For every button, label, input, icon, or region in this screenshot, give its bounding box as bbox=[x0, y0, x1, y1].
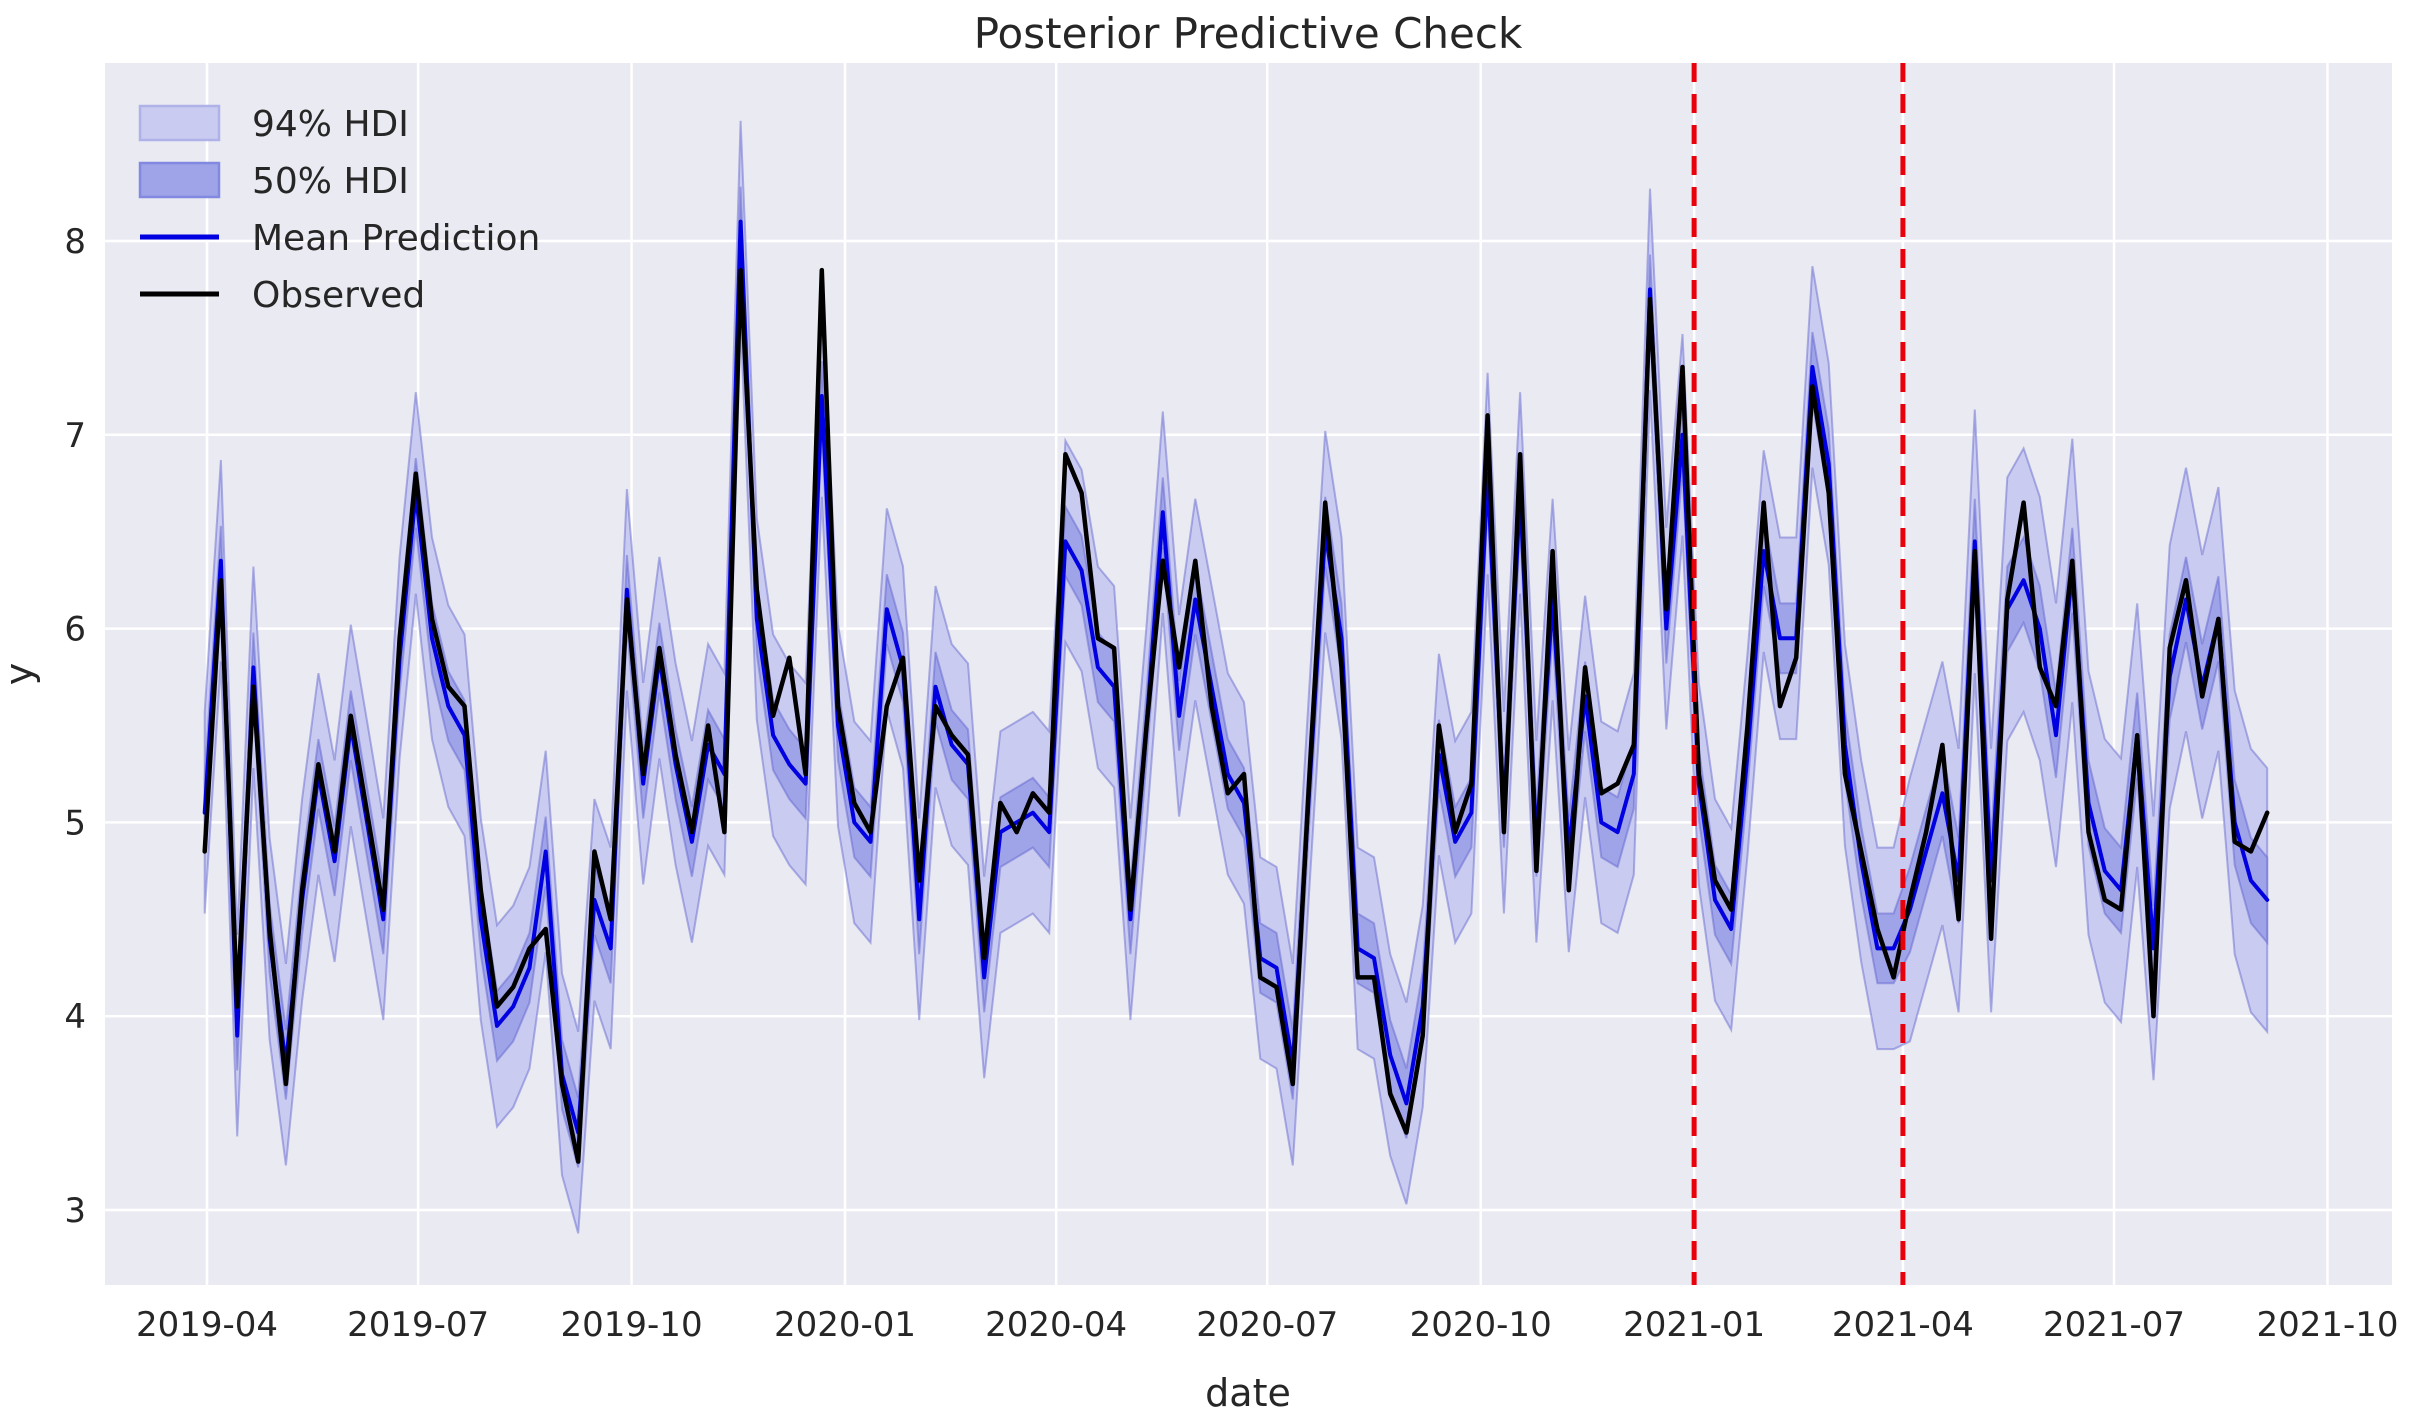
x-tick-label: 2020-07 bbox=[1196, 1305, 1338, 1345]
legend-label-mean-prediction: Mean Prediction bbox=[252, 218, 540, 259]
legend-swatch-94-hdi bbox=[138, 104, 221, 142]
x-tick-label: 2021-07 bbox=[2043, 1305, 2185, 1345]
x-tick-label: 2020-04 bbox=[985, 1305, 1127, 1345]
y-tick-label: 6 bbox=[64, 610, 86, 650]
y-tick-label: 4 bbox=[64, 997, 86, 1037]
x-tick-labels: 2019-04 2019-07 2019-10 2020-01 2020-04 2020-… bbox=[136, 1305, 2399, 1345]
y-tick-label: 3 bbox=[64, 1191, 86, 1231]
legend: 94% HDI 50% HDI Mean Prediction Observed bbox=[138, 104, 540, 316]
x-tick-label: 2020-01 bbox=[774, 1305, 916, 1345]
y-tick-labels: 3 4 5 6 7 8 bbox=[64, 222, 86, 1231]
x-axis-label: date bbox=[1205, 1371, 1291, 1415]
mean-prediction-line bbox=[202, 219, 2270, 1135]
chart-title: Posterior Predictive Check bbox=[974, 9, 1523, 58]
legend-item-94-hdi: 94% HDI bbox=[138, 104, 409, 145]
hdi-50-band bbox=[203, 186, 2269, 1168]
x-tick-label: 2021-01 bbox=[1623, 1305, 1765, 1345]
y-tick-label: 7 bbox=[64, 416, 86, 456]
hdi-50-band-area bbox=[203, 186, 2269, 1168]
y-axis-label: y bbox=[0, 663, 41, 686]
legend-label-50-hdi: 50% HDI bbox=[252, 161, 409, 202]
legend-swatch-50-hdi bbox=[138, 161, 221, 199]
hdi-94-band bbox=[203, 120, 2269, 1234]
x-tick-label: 2020-10 bbox=[1410, 1305, 1552, 1345]
observed-line bbox=[202, 267, 2270, 1164]
x-tick-label: 2019-07 bbox=[347, 1305, 489, 1345]
x-tick-label: 2019-10 bbox=[561, 1305, 703, 1345]
legend-item-mean-prediction: Mean Prediction bbox=[140, 218, 540, 259]
x-tick-label: 2019-04 bbox=[136, 1305, 278, 1345]
y-tick-label: 8 bbox=[64, 222, 86, 262]
legend-item-50-hdi: 50% HDI bbox=[138, 161, 409, 202]
split-vlines bbox=[1691, 63, 1906, 1285]
x-tick-label: 2021-10 bbox=[2256, 1305, 2398, 1345]
legend-label-observed: Observed bbox=[252, 275, 425, 316]
hdi-94-band-area bbox=[203, 120, 2269, 1234]
y-tick-label: 5 bbox=[64, 803, 86, 843]
x-tick-label: 2021-04 bbox=[1832, 1305, 1974, 1345]
legend-label-94-hdi: 94% HDI bbox=[252, 104, 409, 145]
legend-item-observed: Observed bbox=[140, 275, 425, 316]
